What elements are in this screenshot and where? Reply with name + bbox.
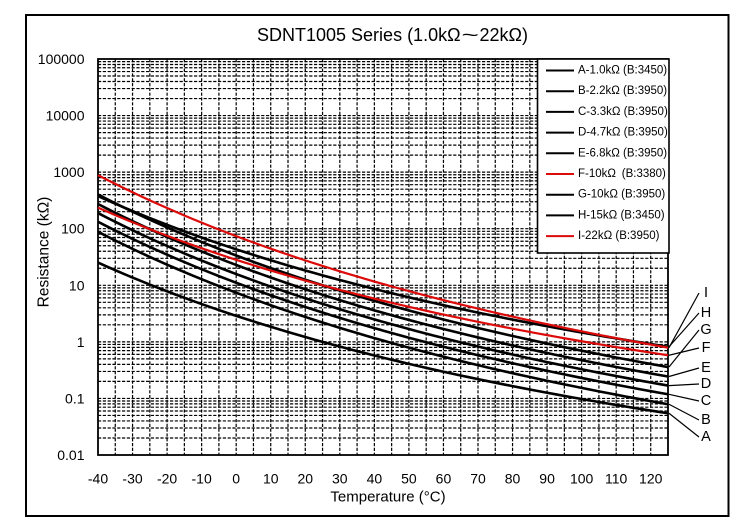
svg-text:0.1: 0.1 xyxy=(65,390,85,406)
svg-text:100000: 100000 xyxy=(38,51,85,67)
svg-text:10: 10 xyxy=(69,277,85,293)
svg-text:-40: -40 xyxy=(88,471,108,487)
svg-text:C: C xyxy=(701,393,711,409)
svg-text:120: 120 xyxy=(639,471,663,487)
svg-text:60: 60 xyxy=(436,471,452,487)
svg-text:-10: -10 xyxy=(192,471,212,487)
svg-text:10: 10 xyxy=(263,471,279,487)
svg-text:SDNT1005 Series (1.0kΩ: SDNT1005 Series (1.0kΩ xyxy=(257,25,461,45)
svg-text:100: 100 xyxy=(61,221,85,237)
svg-text:I: I xyxy=(704,285,708,301)
svg-text:1000: 1000 xyxy=(53,164,84,180)
svg-text:110: 110 xyxy=(605,471,628,487)
svg-text:E: E xyxy=(701,360,711,376)
svg-text:50: 50 xyxy=(401,471,417,487)
svg-text:G-10kΩ (B:3950): G-10kΩ (B:3950) xyxy=(578,189,665,201)
svg-text:0: 0 xyxy=(232,471,240,487)
svg-text:10000: 10000 xyxy=(46,108,85,124)
svg-text:80: 80 xyxy=(505,471,521,487)
svg-text:~: ~ xyxy=(462,26,479,46)
svg-text:A: A xyxy=(701,429,711,445)
svg-text:H-15kΩ (B:3450): H-15kΩ (B:3450) xyxy=(578,209,665,221)
svg-text:20: 20 xyxy=(297,471,313,487)
svg-text:70: 70 xyxy=(470,471,486,487)
svg-text:F: F xyxy=(702,340,711,356)
svg-text:B-2.2kΩ (B:3950): B-2.2kΩ (B:3950) xyxy=(578,85,667,97)
svg-text:-20: -20 xyxy=(157,471,177,487)
svg-text:I-22kΩ (B:3950): I-22kΩ (B:3950) xyxy=(578,230,660,242)
svg-text:Temperature (°C): Temperature (°C) xyxy=(330,489,445,506)
svg-text:G: G xyxy=(700,322,711,338)
svg-text:D-4.7kΩ (B:3950): D-4.7kΩ (B:3950) xyxy=(578,127,668,139)
svg-text:-30: -30 xyxy=(122,471,142,487)
svg-text:40: 40 xyxy=(367,471,383,487)
svg-text:A-1.0kΩ (B:3450): A-1.0kΩ (B:3450) xyxy=(578,65,667,77)
svg-text:Resistance (kΩ): Resistance (kΩ) xyxy=(36,197,53,308)
svg-text:1: 1 xyxy=(77,334,85,350)
svg-text:0.01: 0.01 xyxy=(57,447,84,463)
svg-text:D: D xyxy=(701,376,711,392)
svg-text:H: H xyxy=(701,305,711,321)
svg-text:E-6.8kΩ (B:3950): E-6.8kΩ (B:3950) xyxy=(578,147,667,159)
svg-text:100: 100 xyxy=(570,471,594,487)
svg-text:F-10kΩ (B:3380): F-10kΩ (B:3380) xyxy=(578,168,666,180)
svg-text:B: B xyxy=(701,412,711,428)
svg-text:30: 30 xyxy=(332,471,348,487)
svg-text:C-3.3kΩ (B:3950): C-3.3kΩ (B:3950) xyxy=(578,106,668,118)
svg-text:90: 90 xyxy=(539,471,555,487)
svg-text:22kΩ): 22kΩ) xyxy=(480,25,528,45)
